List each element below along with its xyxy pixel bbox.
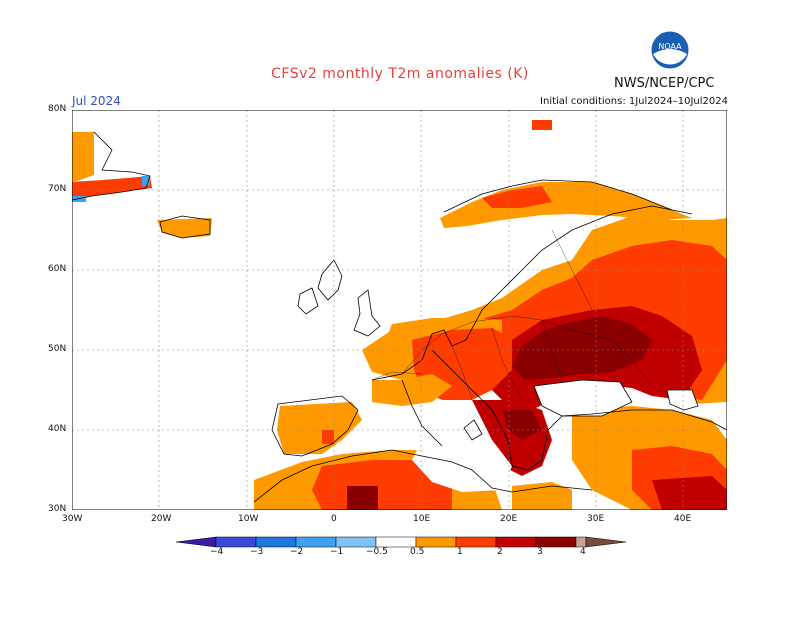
graticule [72, 110, 727, 510]
logo-text: NOAA [658, 42, 682, 51]
legend-bar [175, 536, 627, 548]
legend-label: 2 [497, 547, 503, 557]
legend-label: 4 [580, 547, 586, 557]
legend-label: −1 [330, 547, 344, 557]
legend-label: −2 [290, 547, 304, 557]
lat-tick: 80N [48, 104, 67, 114]
lat-tick: 40N [48, 424, 67, 434]
initial-conditions-label: Initial conditions: 1Jul2024–10Jul2024 [540, 96, 728, 107]
lat-tick: 60N [48, 264, 67, 274]
lon-tick: 10E [413, 514, 431, 524]
color-legend [175, 534, 627, 553]
lon-tick: 30W [62, 514, 83, 524]
noaa-logo: NOAA [650, 30, 690, 70]
lon-tick: 10W [238, 514, 259, 524]
legend-label: −4 [210, 547, 224, 557]
lat-tick: 70N [48, 184, 67, 194]
month-label: Jul 2024 [72, 94, 121, 108]
lon-tick: 0 [331, 514, 337, 524]
legend-label: −3 [250, 547, 264, 557]
lat-tick: 30N [48, 504, 67, 514]
lat-tick: 50N [48, 344, 67, 354]
legend-label: 1 [457, 547, 463, 557]
legend-label: −0.5 [366, 547, 388, 557]
lon-tick: 40E [674, 514, 692, 524]
lon-tick: 30E [587, 514, 605, 524]
anomaly-map [72, 110, 727, 510]
lon-tick: 20E [500, 514, 518, 524]
chart-title: CFSv2 monthly T2m anomalies (K) [271, 66, 529, 82]
lon-tick: 20W [151, 514, 172, 524]
legend-label: 0.5 [410, 547, 425, 557]
anomaly-fields [72, 120, 727, 510]
legend-label: 3 [537, 547, 543, 557]
agency-label: NWS/NCEP/CPC [614, 76, 715, 91]
coastlines [72, 131, 727, 503]
sea-masks [412, 380, 698, 492]
